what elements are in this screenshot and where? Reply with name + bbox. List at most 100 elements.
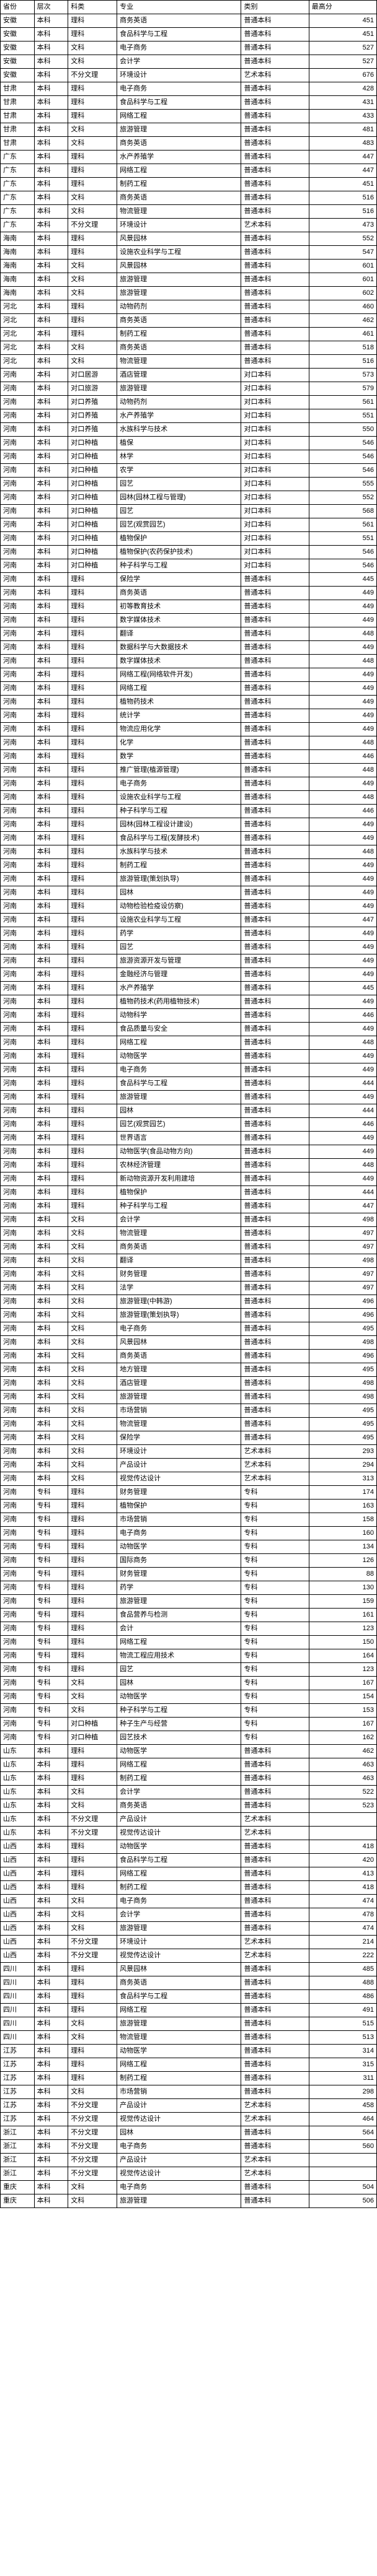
cell: 河南: [1, 1486, 35, 1500]
cell: 专科: [34, 1609, 68, 1622]
table-row: 山东本科文科商务英语普通本科523: [1, 1799, 377, 1813]
cell: 理科: [68, 682, 117, 696]
cell: 环境设计: [117, 219, 241, 232]
table-row: 河南本科文科风景园林普通本科498: [1, 1336, 377, 1350]
cell: 214: [309, 1936, 376, 1949]
cell: 专科: [241, 1636, 309, 1649]
cell: 电子商务: [117, 1527, 241, 1540]
cell: 商务英语: [117, 587, 241, 600]
cell: 物流管理: [117, 2031, 241, 2045]
cell: 本科: [34, 532, 68, 546]
cell: 河南: [1, 1731, 35, 1745]
cell: 550: [309, 423, 376, 437]
cell: [309, 1813, 376, 1827]
cell: 河南: [1, 1568, 35, 1581]
cell: 甘肃: [1, 110, 35, 123]
cell: 山东: [1, 1758, 35, 1772]
cell: 旅游管理(中韩游): [117, 1295, 241, 1309]
cell: 河南: [1, 941, 35, 954]
cell: 本科: [34, 2031, 68, 2045]
cell: 文科: [68, 260, 117, 273]
cell: 河南: [1, 1036, 35, 1050]
cell: 物流应用化学: [117, 723, 241, 736]
cell: 本科: [34, 1213, 68, 1227]
cell: 专科: [34, 1622, 68, 1636]
cell: 专科: [34, 1663, 68, 1677]
cell: 植保: [117, 437, 241, 450]
cell: 本科: [34, 1145, 68, 1159]
table-row: 山东本科文科会计学普通本科522: [1, 1786, 377, 1799]
cell: 对口种植: [68, 478, 117, 491]
cell: 本科: [34, 750, 68, 764]
cell: 普通本科: [241, 1854, 309, 1867]
cell: 对口本科: [241, 423, 309, 437]
table-row: 海南本科文科旅游管理普通本科601: [1, 273, 377, 287]
cell: 普通本科: [241, 2181, 309, 2194]
cell: 普通本科: [241, 845, 309, 859]
table-row: 河南本科对口种植种子科学与工程对口本科546: [1, 559, 377, 573]
table-row: 河南专科对口种植种子生产与经营专科167: [1, 1718, 377, 1731]
cell: 对口种植: [68, 464, 117, 478]
cell: 本科: [34, 805, 68, 818]
cell: 普通本科: [241, 1254, 309, 1268]
table-row: 河南本科对口居游酒店管理对口本科573: [1, 369, 377, 382]
cell: 理科: [68, 2058, 117, 2072]
cell: 网络工程: [117, 1758, 241, 1772]
cell: 474: [309, 1895, 376, 1908]
cell: 物流工程应用技术: [117, 1649, 241, 1663]
cell: 602: [309, 287, 376, 300]
cell: 449: [309, 682, 376, 696]
cell: 普通本科: [241, 587, 309, 600]
cell: 普通本科: [241, 1268, 309, 1281]
cell: 河南: [1, 1063, 35, 1077]
cell: 会计: [117, 1622, 241, 1636]
table-row: 河南本科对口种植植物保护(农药保护技术)对口本科546: [1, 546, 377, 559]
cell: 四川: [1, 2004, 35, 2017]
cell: 理科: [68, 914, 117, 927]
table-row: 海南本科文科风景园林普通本科601: [1, 260, 377, 273]
cell: 文科: [68, 205, 117, 219]
cell: 普通本科: [241, 982, 309, 995]
cell: 676: [309, 69, 376, 82]
cell: 本科: [34, 55, 68, 69]
cell: 专科: [241, 1649, 309, 1663]
table-row: 河南本科理科商务英语普通本科449: [1, 587, 377, 600]
cell: 制药工程: [117, 1881, 241, 1895]
cell: 专科: [34, 1690, 68, 1704]
cell: 植物保护: [117, 532, 241, 546]
cell: 山东: [1, 1745, 35, 1758]
cell: 药学: [117, 927, 241, 941]
cell: 不分文理: [68, 2113, 117, 2126]
cell: 449: [309, 927, 376, 941]
cell: 专科: [34, 1649, 68, 1663]
cell: 普通本科: [241, 1063, 309, 1077]
cell: 会计学: [117, 1908, 241, 1922]
table-row: 山西本科不分文理环境设计艺术本科214: [1, 1936, 377, 1949]
cell: 本科: [34, 546, 68, 559]
cell: 对口种植: [68, 546, 117, 559]
cell: 安徽: [1, 14, 35, 28]
table-row: 河北本科文科商务英语普通本科518: [1, 341, 377, 355]
cell: 理科: [68, 668, 117, 682]
cell: 河南: [1, 1104, 35, 1118]
cell: 理科: [68, 1145, 117, 1159]
cell: 甘肃: [1, 123, 35, 137]
cell: 462: [309, 1745, 376, 1758]
cell: 文科: [68, 1391, 117, 1404]
cell: 河南: [1, 641, 35, 655]
table-row: 河南专科理科市场营销专科158: [1, 1513, 377, 1527]
cell: 文科: [68, 41, 117, 55]
cell: 食品科学与工程: [117, 1990, 241, 2004]
cell: 普通本科: [241, 1786, 309, 1799]
cell: 视觉传达设计: [117, 1472, 241, 1486]
cell: 本科: [34, 723, 68, 736]
cell: 河南: [1, 369, 35, 382]
cell: 普通本科: [241, 205, 309, 219]
cell: 547: [309, 246, 376, 260]
cell: 普通本科: [241, 300, 309, 314]
cell: 财务管理: [117, 1268, 241, 1281]
cell: 山东: [1, 1786, 35, 1799]
table-row: 河南本科理科翻译普通本科448: [1, 627, 377, 641]
cell: 动物医学: [117, 1690, 241, 1704]
table-row: 四川本科文科旅游管理普通本科515: [1, 2017, 377, 2031]
